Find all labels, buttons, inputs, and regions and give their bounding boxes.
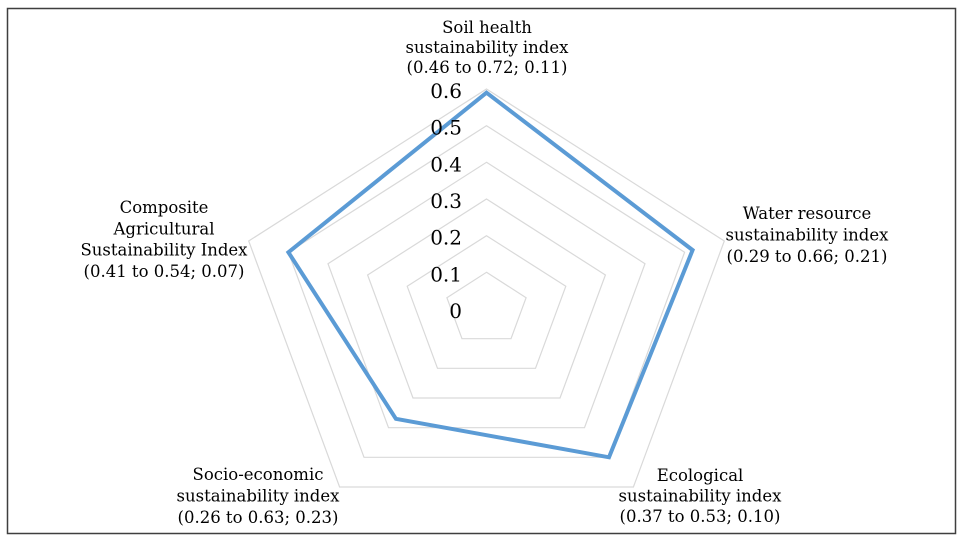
- radial-tick-label-0: 0: [449, 299, 462, 323]
- axis-label-socio-economic-line-2: (0.26 to 0.63; 0.23): [178, 508, 339, 527]
- radial-tick-label-0.6: 0.6: [430, 79, 462, 103]
- axis-label-composite-agricultural-line-3: (0.41 to 0.54; 0.07): [84, 262, 245, 281]
- gridline-ring-0.1: [446, 271, 527, 340]
- radial-tick-label-0.2: 0.2: [430, 226, 462, 250]
- radial-tick-label-0.5: 0.5: [430, 116, 462, 140]
- series-polygon-0: [285, 90, 696, 460]
- axis-label-ecological-line-1: sustainability index: [619, 487, 783, 506]
- gridline-ring-0.2: [406, 234, 567, 369]
- axis-label-water-resource-line-0: Water resource: [743, 204, 871, 223]
- axis-label-water-resource-line-2: (0.29 to 0.66; 0.21): [727, 247, 888, 266]
- radial-tick-label-0.1: 0.1: [430, 262, 462, 286]
- gridline-ring-0.4: [327, 161, 646, 429]
- axis-label-socio-economic-line-1: sustainability index: [177, 487, 341, 506]
- radial-tick-label-0.3: 0.3: [430, 189, 462, 213]
- figure-border: [6, 7, 957, 535]
- axis-label-socio-economic-line-0: Socio-economic: [193, 465, 324, 484]
- radial-tick-label-0.4: 0.4: [430, 152, 462, 176]
- axis-label-composite-agricultural-line-0: Composite: [120, 198, 209, 217]
- gridline-ring-0.3: [366, 198, 607, 399]
- axis-label-composite-agricultural-line-2: Sustainability Index: [81, 241, 249, 260]
- gridline-ring-0.5: [287, 124, 686, 458]
- axis-label-soil-health-line-0: Soil health: [442, 18, 532, 37]
- axis-label-ecological-line-2: (0.37 to 0.53; 0.10): [620, 507, 781, 526]
- axis-label-soil-health-line-1: sustainability index: [406, 38, 570, 57]
- axis-label-composite-agricultural-line-1: Agricultural: [112, 219, 214, 238]
- gridline-ring-0.6: [247, 88, 726, 488]
- axis-label-soil-health-line-2: (0.46 to 0.72; 0.11): [407, 58, 568, 77]
- axis-label-ecological-line-0: Ecological: [657, 466, 744, 485]
- axis-label-water-resource-line-1: sustainability index: [726, 226, 890, 245]
